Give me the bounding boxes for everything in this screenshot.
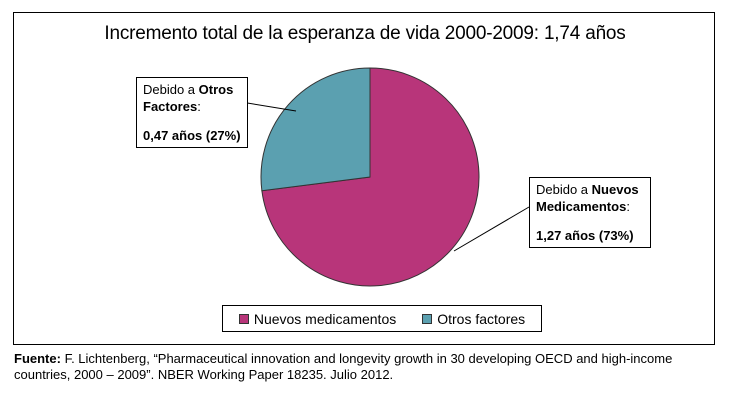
chart-legend: Nuevos medicamentos Otros factores [222,305,542,332]
callout-otros-bold1: Otros [198,82,234,97]
source-text: F. Lichtenberg, “Pharmaceutical innovati… [14,351,673,382]
pie-chart [234,67,530,287]
source-label: Fuente: [14,351,61,366]
callout-otros-bold2: Factores [143,99,198,114]
legend-label-nuevos: Nuevos medicamentos [253,310,397,327]
legend-swatch-nuevos [238,313,249,324]
leader-line-nuevos [453,206,530,252]
callout-otros-value: 0,47 años (27%) [143,128,241,143]
legend-item-nuevos: Nuevos medicamentos [238,310,397,327]
legend-swatch-otros [422,313,433,324]
callout-nuevos-suffix: : [626,199,630,214]
chart-frame: Incremento total de la esperanza de vida… [13,12,715,345]
callout-nuevos-bold2: Medicamentos [536,199,627,214]
callout-nuevos-value: 1,27 años (73%) [536,228,634,243]
legend-item-otros: Otros factores [422,311,525,327]
pie-slice-otros-factores [260,67,371,192]
chart-title: Incremento total de la esperanza de vida… [104,23,626,44]
legend-label-otros: Otros factores [437,310,526,327]
callout-otros-suffix: : [197,99,201,114]
callout-otros-factores: Debido a Otros Factores: 0,47 años (27%) [136,77,248,148]
callout-otros-prefix: Debido a [143,82,199,97]
callout-nuevos-medicamentos: Debido a Nuevos Medicamentos: 1,27 años … [529,177,651,248]
callout-nuevos-bold1: Nuevos [591,182,639,197]
callout-nuevos-prefix: Debido a [536,182,592,197]
source-note: Fuente: F. Lichtenberg, “Pharmaceutical … [14,351,719,383]
